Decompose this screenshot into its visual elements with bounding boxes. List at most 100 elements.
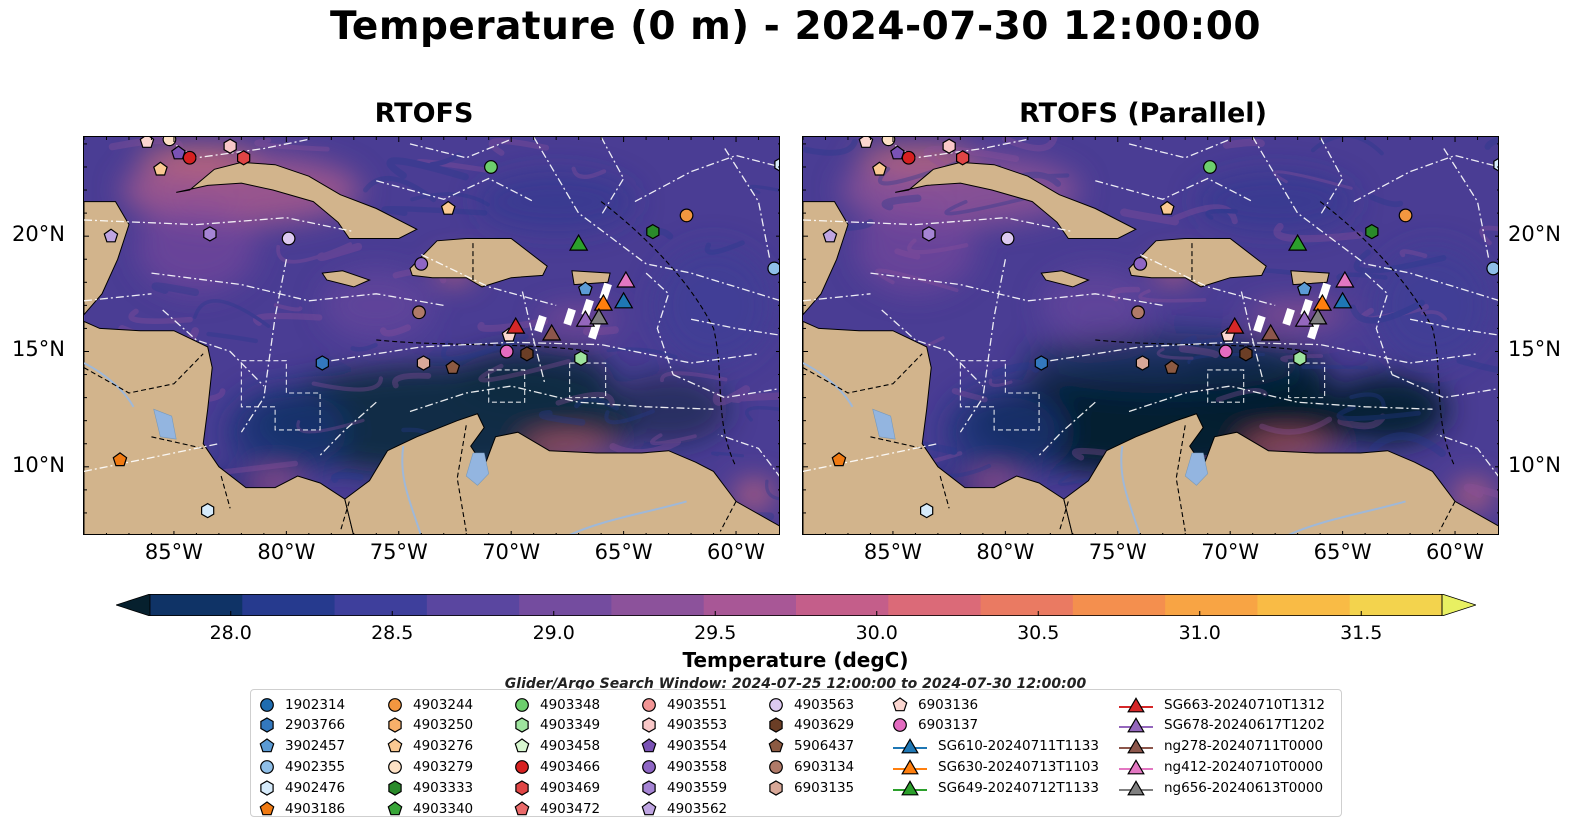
float-marker-4903349 <box>574 350 588 367</box>
legend-marker-icon <box>893 779 927 796</box>
legend-marker <box>1127 717 1145 733</box>
colorbar-tick-label: 29.0 <box>532 622 575 644</box>
float-marker-4902355 <box>1486 261 1498 276</box>
legend-marker-icon <box>388 779 402 796</box>
float-marker-4903629 <box>520 346 534 362</box>
legend-marker-icon <box>260 717 274 733</box>
land-south-america <box>344 413 779 534</box>
x-tick-label: 75°W <box>369 540 428 564</box>
legend-marker-icon <box>259 738 275 753</box>
legend-item: SG678-20240617T1202 <box>1118 715 1325 736</box>
legend-marker <box>515 697 529 712</box>
legend-item: 6903137 <box>892 715 978 736</box>
legend-label: ng278-20240711T0000 <box>1164 738 1324 755</box>
legend-marker-icon <box>1119 738 1153 754</box>
legend-label: 4903559 <box>667 779 728 796</box>
colorbar-bar <box>114 593 1478 617</box>
legend-marker-icon <box>769 779 783 796</box>
legend-label: 4903333 <box>413 779 474 796</box>
legend-label: 4903250 <box>413 717 474 734</box>
legend-marker <box>515 717 529 733</box>
legend-marker <box>901 738 919 754</box>
x-tick-label: 65°W <box>1313 540 1372 564</box>
float-marker-6903134 <box>1131 305 1145 320</box>
legend-label: 4903554 <box>667 738 728 755</box>
glider-marker-ng278-20240711T0000 <box>1260 323 1281 341</box>
float-marker-5906437 <box>1164 359 1180 374</box>
legend-marker <box>641 800 657 815</box>
legend-marker-icon <box>641 800 657 815</box>
legend-label: SG610-20240711T1133 <box>938 738 1099 755</box>
colorbar-tick-label: 31.5 <box>1340 622 1383 644</box>
land-jamaica <box>321 270 371 288</box>
legend-marker <box>769 697 783 712</box>
legend-label: 5906437 <box>794 738 855 755</box>
float-marker-4903276 <box>153 161 168 176</box>
lake-maracaibo <box>1184 452 1209 486</box>
legend-marker <box>387 800 403 815</box>
glider-marker-SG678-20240617T1202 <box>575 310 596 327</box>
glider-marker-ng412-20240710T0000 <box>616 270 636 288</box>
float-marker-4903276 <box>440 200 456 215</box>
float-marker-4903276 <box>872 161 887 176</box>
legend-marker <box>642 759 656 774</box>
legend-marker <box>1127 758 1145 775</box>
legend-item: 6903135 <box>768 777 854 798</box>
x-tick-label: 70°W <box>1201 540 1260 564</box>
legend-marker <box>260 697 274 712</box>
legend-item: 4903340 <box>387 798 473 819</box>
legend-item: 1902314 <box>259 694 345 715</box>
x-tick-label: 60°W <box>707 540 766 564</box>
y-tick-label-left: 15°N <box>12 337 65 362</box>
legend-item: 4903472 <box>514 798 600 819</box>
legend-marker <box>769 779 783 796</box>
legend-marker <box>901 758 919 775</box>
legend-label: 6903134 <box>794 758 855 775</box>
y-tick-label-left: 10°N <box>12 452 65 477</box>
legend-marker <box>642 697 656 712</box>
float-marker-6903137 <box>1218 344 1233 359</box>
float-marker-4903629 <box>1239 346 1253 362</box>
colorbar-segment <box>519 594 612 616</box>
legend-marker <box>260 779 274 796</box>
float-marker-4903558 <box>414 256 429 271</box>
float-marker-4903563 <box>281 231 296 246</box>
colorbar-segment <box>1257 594 1351 616</box>
legend-item: 4902476 <box>259 777 345 798</box>
colorbar-segment <box>426 594 520 616</box>
map-rtofs-parallel[interactable] <box>802 136 1499 535</box>
legend-label: SG678-20240617T1202 <box>1164 717 1325 734</box>
float-marker-4903279 <box>162 137 177 147</box>
legend-marker-icon <box>642 717 656 733</box>
legend-marker <box>515 779 529 796</box>
legend-item: 4903563 <box>768 694 854 715</box>
glider-marker-SG610-20240711T1133 <box>613 291 634 309</box>
float-marker-4903348 <box>1203 160 1217 174</box>
search-window-text: Glider/Argo Search Window: 2024-07-25 12… <box>504 676 1087 692</box>
legend-marker-icon <box>515 697 529 712</box>
legend-marker <box>892 696 908 711</box>
legend-marker-icon <box>642 759 656 774</box>
legend-label: 4903563 <box>794 696 855 713</box>
legend-marker <box>388 717 402 733</box>
colorbar-segment <box>611 594 705 616</box>
map-canvas <box>803 137 1498 534</box>
glider-marker-SG649-20240712T1133 <box>568 233 589 251</box>
legend-marker <box>901 779 919 796</box>
land-yucatan <box>84 201 130 316</box>
legend-label: 3902457 <box>285 738 346 755</box>
legend-marker-icon <box>893 758 927 775</box>
legend-marker <box>893 718 907 733</box>
map-rtofs[interactable] <box>83 136 780 535</box>
land-hispaniola <box>409 238 548 288</box>
x-tick-label: 80°W <box>976 540 1035 564</box>
legend-marker <box>514 738 530 753</box>
legend-marker-icon <box>515 759 529 774</box>
legend-item: ng278-20240711T0000 <box>1118 736 1323 757</box>
float-marker-6903134 <box>412 305 426 320</box>
colorbar-tick-label: 28.0 <box>209 622 252 644</box>
float-marker-4903244 <box>679 208 694 223</box>
legend-marker-icon <box>388 717 402 733</box>
legend-marker-icon <box>1119 717 1153 733</box>
float-marker-4903563 <box>1000 231 1015 246</box>
